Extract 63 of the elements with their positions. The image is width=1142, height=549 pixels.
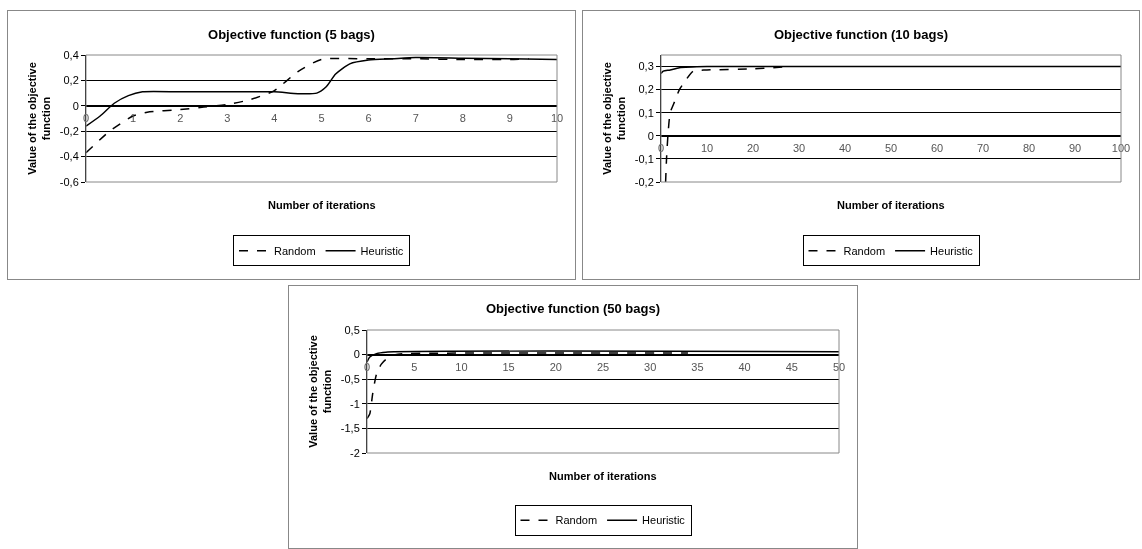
y-tick-label: 0 xyxy=(353,348,360,361)
x-tick-label: 10 xyxy=(455,360,468,373)
x-axis-title: Number of iterations xyxy=(268,199,376,211)
x-axis-title: Number of iterations xyxy=(837,199,945,211)
y-tick-label: 0 xyxy=(72,99,79,112)
y-tick-label: 0,5 xyxy=(344,323,360,336)
y-axis-title: Value of the objective function xyxy=(601,62,628,175)
x-tick-label: 10 xyxy=(550,112,564,124)
x-tick-label: 30 xyxy=(792,142,806,155)
legend-label: Random xyxy=(274,245,316,258)
x-tick-label: 5 xyxy=(411,360,418,373)
y-tick-label: -0,2 xyxy=(634,175,654,188)
x-tick-label: 2 xyxy=(177,112,184,124)
y-tick-label: -0,2 xyxy=(59,125,79,138)
x-tick-label: 70 xyxy=(976,142,990,155)
x-tick-label: 30 xyxy=(644,360,657,373)
y-tick-label: -0,5 xyxy=(340,373,360,386)
y-tick-label: 0 xyxy=(647,129,654,142)
y-tick-label: -2 xyxy=(350,446,360,459)
x-tick-label: 50 xyxy=(884,142,898,155)
x-tick-label: 60 xyxy=(930,142,944,155)
legend-label: Heuristic xyxy=(360,245,404,258)
chart-title: Objective function (10 bags) xyxy=(773,26,949,42)
y-tick-label: 0,2 xyxy=(63,74,79,87)
x-tick-label: 6 xyxy=(365,112,372,124)
y-tick-label: -0,4 xyxy=(59,150,79,163)
x-tick-label: 15 xyxy=(502,360,515,373)
legend-label: Heuristic xyxy=(930,245,974,258)
x-tick-label: 50 xyxy=(832,360,846,373)
x-tick-label: 5 xyxy=(318,112,325,124)
y-tick-label: 0,2 xyxy=(638,83,654,96)
y-tick-label: 0,4 xyxy=(63,48,79,61)
x-axis-title: Number of iterations xyxy=(549,470,657,482)
x-tick-label: 90 xyxy=(1068,142,1082,155)
x-tick-label: 20 xyxy=(549,360,562,373)
y-axis-title: Value of the objective function xyxy=(26,62,53,175)
legend-label: Heuristic xyxy=(642,514,686,527)
y-tick-label: -0,1 xyxy=(634,152,654,165)
x-tick-label: 7 xyxy=(412,112,419,124)
x-tick-label: 40 xyxy=(838,142,852,155)
x-tick-label: 80 xyxy=(1022,142,1036,155)
legend-label: Random xyxy=(843,245,886,258)
x-tick-label: 100 xyxy=(1111,142,1131,155)
y-tick-label: 0,3 xyxy=(638,60,654,73)
y-axis-title: Value of the objective function xyxy=(307,335,334,448)
y-tick-label: -0,6 xyxy=(59,175,79,188)
x-tick-label: 40 xyxy=(738,360,751,373)
x-tick-label: 1 xyxy=(130,112,137,124)
chart-title: Objective function (5 bags) xyxy=(208,26,375,42)
x-tick-label: 3 xyxy=(224,112,231,124)
x-tick-label: 35 xyxy=(691,360,704,373)
y-tick-label: -1 xyxy=(350,397,360,410)
x-tick-label: 45 xyxy=(785,360,798,373)
x-tick-label: 20 xyxy=(746,142,760,155)
legend-label: Random xyxy=(555,514,598,527)
y-tick-label: 0,1 xyxy=(638,106,654,119)
x-tick-label: 9 xyxy=(506,112,513,124)
x-tick-label: 25 xyxy=(596,360,610,373)
x-tick-label: 8 xyxy=(459,112,466,124)
chart-title: Objective function (50 bags) xyxy=(485,301,661,317)
x-tick-label: 10 xyxy=(700,142,714,155)
y-tick-label: -1,5 xyxy=(340,422,360,435)
x-tick-label: 4 xyxy=(271,112,278,124)
